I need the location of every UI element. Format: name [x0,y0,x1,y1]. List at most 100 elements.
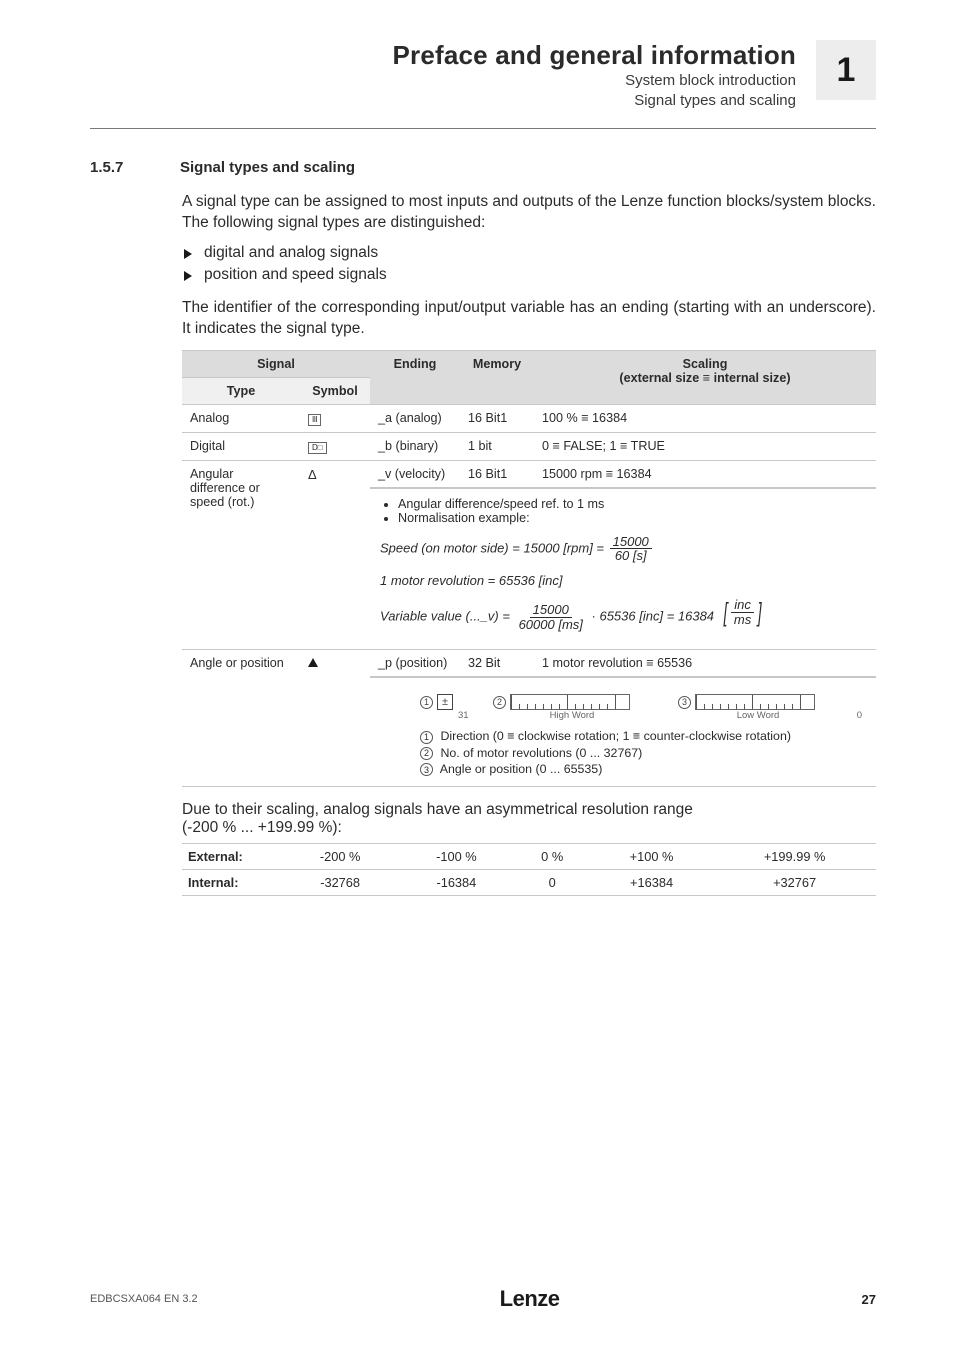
sign-box: ± [437,694,453,710]
cell-v3: 0 % [515,844,590,870]
legend-row-2: 2 No. of motor revolutions (0 ... 32767) [420,746,866,760]
cell-memory: 32 Bit [460,650,534,677]
cell-type-l2: difference or [190,481,260,495]
bit-diagram: 1 ± 2 3 [420,694,866,721]
unit-den: ms [731,613,754,627]
section-heading: 1.5.7 Signal types and scaling [90,159,876,176]
angular-detail-b2: Normalisation example: [398,511,866,525]
legend-text-3: Angle or position (0 ... 65535) [440,762,603,776]
circle-2-icon: 2 [493,696,506,709]
intro-para-2: The identifier of the corresponding inpu… [182,298,876,340]
th-scaling-main: Scaling [683,357,728,371]
chapter-number: 1 [816,40,876,100]
resolution-row-external: External: -200 % -100 % 0 % +100 % +199.… [182,844,876,870]
unit-frac: inc ms [731,598,754,626]
doc-subtitle-1: System block introduction [90,71,796,91]
resolution-text-b: (-200 % ... +199.99 %): [182,819,342,836]
angle-legend: 1 Direction (0 ≡ clockwise rotation; 1 ≡… [420,729,866,776]
th-ending: Ending [370,350,460,404]
formula-speed-lhs: Speed (on motor side) = 15000 [rpm] = [380,540,604,555]
signal-table: Signal Ending Memory Scaling (external s… [182,350,876,787]
cell-ending: _b (binary) [370,432,460,460]
legend-row-3: 3 Angle or position (0 ... 65535) [420,762,866,776]
cell-scaling: 100 % ≡ 16384 [534,404,876,432]
frac-den: 60 [s] [612,549,650,563]
th-type: Type [182,377,300,404]
cell-ending: _v (velocity) [370,460,460,487]
circle-1-icon: 1 [420,696,433,709]
footer-docid: EDBCSXA064 EN 3.2 [90,1293,198,1305]
row-angle: Angle or position _p (position) 32 Bit 1… [182,650,876,677]
bit-diagram-row: 1 ± 2 3 [420,694,866,710]
row-angular: Angular difference or speed (rot.) Δ _v … [182,460,876,487]
cell-type-l1: Angular [190,467,233,481]
cell-memory: 16 Bit1 [460,404,534,432]
resolution-row-internal: Internal: -32768 -16384 0 +16384 +32767 [182,870,876,896]
label-0: 0 [857,710,862,721]
delta-icon: Δ [308,467,317,482]
cell-symbol: Δ [300,460,370,650]
th-signal: Signal [182,350,370,377]
angular-detail-list: Angular difference/speed ref. to 1 ms No… [380,497,866,525]
formula-speed: Speed (on motor side) = 15000 [rpm] = 15… [380,535,866,563]
cell-ending: _a (analog) [370,404,460,432]
cell-scaling: 1 motor revolution ≡ 65536 [534,650,876,677]
cell-v3: 0 [515,870,590,896]
bracket-right-icon: ] [758,602,762,623]
digital-icon: D□ [308,442,327,454]
doc-title: Preface and general information [90,40,796,71]
page-header: Preface and general information System b… [90,40,876,110]
th-scaling: Scaling (external size ≡ internal size) [534,350,876,404]
cell-v5: +199.99 % [713,844,876,870]
signal-table-head: Signal Ending Memory Scaling (external s… [182,350,876,404]
cell-type: Angle or position [182,650,300,787]
label-low-word: Low Word [737,710,780,721]
intro-bullets: digital and analog signals position and … [182,244,876,284]
cell-symbol: D□ [300,432,370,460]
intro-bullet: digital and analog signals [182,244,876,262]
legend-text-1: Direction (0 ≡ clockwise rotation; 1 ≡ c… [440,729,791,743]
frac-num: 15000 [610,535,652,550]
cell-ending: _p (position) [370,650,460,677]
row-analog: Analog III _a (analog) 16 Bit1 100 % ≡ 1… [182,404,876,432]
cell-memory: 1 bit [460,432,534,460]
th-memory: Memory [460,350,534,404]
legend-row-1: 1 Direction (0 ≡ clockwise rotation; 1 ≡… [420,729,866,743]
circle-3-icon: 3 [420,763,433,776]
analog-icon: III [308,414,321,426]
resolution-para: Due to their scaling, analog signals hav… [182,801,876,837]
circle-3-icon: 3 [678,696,691,709]
cell-label: External: [182,844,282,870]
formula-vv-lhs: Variable value (..._v) = [380,609,510,624]
triangle-up-icon [308,658,318,667]
page-footer: EDBCSXA064 EN 3.2 Lenze 27 [90,1286,876,1312]
cell-scaling: 15000 rpm ≡ 16384 [534,460,876,487]
intro-bullet: position and speed signals [182,266,876,284]
cell-type: Analog [182,404,300,432]
footer-brand: Lenze [500,1286,560,1312]
doc-subtitle-2: Signal types and scaling [90,91,796,111]
cell-scaling: 0 ≡ FALSE; 1 ≡ TRUE [534,432,876,460]
formula-rev: 1 motor revolution = 65536 [inc] [380,573,866,588]
bracket-left-icon: [ [723,602,727,623]
frac-num: 15000 [530,603,572,618]
header-rule [90,128,876,129]
th-symbol: Symbol [300,377,370,404]
high-word-ticks [510,694,630,710]
cell-type-l3: speed (rot.) [190,495,254,509]
formula-speed-frac: 15000 60 [s] [610,535,652,563]
formula-vv-unit: [ inc ms ] [722,598,764,626]
cell-type: Digital [182,432,300,460]
cell-symbol: III [300,404,370,432]
intro-para-1: A signal type can be assigned to most in… [182,192,876,234]
legend-text-2: No. of motor revolutions (0 ... 32767) [440,746,642,760]
cell-type: Angular difference or speed (rot.) [182,460,300,650]
circle-2-icon: 2 [420,747,433,760]
label-31: 31 [458,710,469,721]
cell-v2: -100 % [398,844,514,870]
formula-vv-mid: · 65536 [inc] = 16384 [592,609,715,624]
th-scaling-sub: (external size ≡ internal size) [619,371,790,385]
cell-v2: -16384 [398,870,514,896]
low-word-ticks [695,694,815,710]
cell-v4: +16384 [590,870,713,896]
